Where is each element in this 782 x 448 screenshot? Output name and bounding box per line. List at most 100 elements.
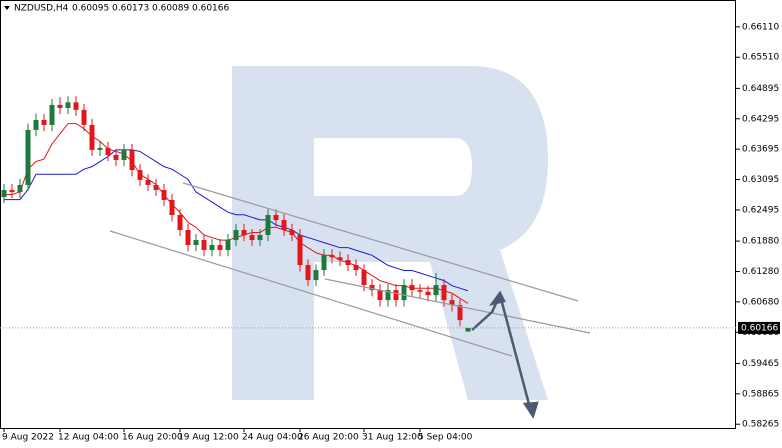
candle-body [153,184,159,190]
y-tick-label: 0.63695 [742,145,779,155]
candle-body [97,147,103,150]
candle-body [249,235,255,241]
candle-body [41,119,47,125]
candle-body [241,230,247,236]
candle-body [129,149,135,170]
candle-body [25,129,31,185]
candle-body [137,169,143,180]
high-value: 0.60173 [112,4,149,14]
symbol: NZDUSD,H4 [14,4,69,14]
y-tick-label: 0.58865 [742,389,779,399]
candle-body [225,240,231,251]
price-badge [738,321,780,334]
candle-body [289,230,295,236]
y-tick-label: 0.60680 [742,297,779,307]
x-tick-label: 16 Aug 20:00 [122,433,183,443]
candle-body [65,102,71,108]
candle-body [1,189,7,198]
indicator-line [4,149,469,292]
y-tick-label: 0.61880 [742,237,779,247]
trend-line [324,278,591,334]
x-tick-label: 31 Aug 12:00 [362,433,423,443]
candle-body [433,285,439,296]
x-tick-label: 19 Aug 12:00 [178,433,239,443]
candle-body [449,300,455,306]
y-tick-label: 0.63095 [742,175,779,185]
candle-body [161,189,167,200]
candle-body [81,109,87,125]
candle-body [313,270,319,281]
candle-body [105,147,111,155]
y-tick-label: 0.65510 [742,53,779,63]
candle-body [441,285,447,301]
plot [1,96,471,332]
candle-body [121,149,127,160]
open-value: 0.60095 [72,4,109,14]
candle-body [329,255,335,258]
candle-body [425,291,431,296]
candle-body [177,215,183,231]
candle-body [337,257,343,261]
y-tick-label: 0.61280 [742,267,779,277]
candle-body [353,265,359,271]
trend-line [109,230,513,357]
candle-body [89,124,95,150]
y-tick-label: 0.58265 [742,420,779,430]
candle-body [297,235,303,266]
arrow-head [522,401,539,419]
y-tick-label: 0.59465 [742,359,779,369]
trend-line [182,182,579,302]
candle-body [145,179,151,185]
x-tick-label: 24 Aug 04:00 [242,433,303,443]
candle-body [345,260,351,266]
candle-body [33,119,39,130]
candle-body [321,255,327,271]
candle-body [361,270,367,286]
y-tick-label: 0.64895 [742,84,779,94]
candle-body [17,184,23,192]
candle-body [385,290,391,301]
y-tick-label: 0.64295 [742,114,779,124]
x-tick-label: 12 Aug 04:00 [58,433,119,443]
x-tick-label: 26 Aug 20:00 [298,433,359,443]
candle-body [465,327,471,332]
candle-body [185,230,191,246]
y-tick-label: 0.66110 [742,22,779,32]
candle-body [305,265,311,281]
candle-body [233,230,239,241]
low-value: 0.60089 [152,4,189,14]
candle-body [409,285,415,291]
candle-body [257,235,263,241]
candle-body [393,290,399,301]
close-value: 0.60166 [192,4,229,14]
x-tick-label: 9 Aug 2022 [2,433,54,443]
candle-body [169,199,175,216]
forecast-arrows [471,290,539,419]
candle-body [281,220,287,231]
candle-body [417,290,423,292]
candle-body [57,104,63,108]
candle-body [209,245,215,251]
candle-body [217,245,223,251]
menu-arrow[interactable] [4,6,10,10]
candle-body [193,240,199,246]
candle-body [401,285,407,301]
arrow-head [488,290,506,307]
candle-body [377,290,383,301]
candle-body [9,189,15,192]
candle-body [273,215,279,221]
candle-body [73,102,79,110]
candle-body [49,104,55,125]
candle-body [113,154,119,160]
candle-body [265,215,271,236]
watermark [232,66,548,400]
x-tick-label: 5 Sep 04:00 [418,433,473,443]
current-price: 0.60166 [741,323,778,333]
y-tick-label: 0.62495 [742,205,779,215]
trend-lines [109,182,591,357]
candle-body [457,305,463,321]
candle-body [201,240,207,251]
candle-body [369,285,375,291]
